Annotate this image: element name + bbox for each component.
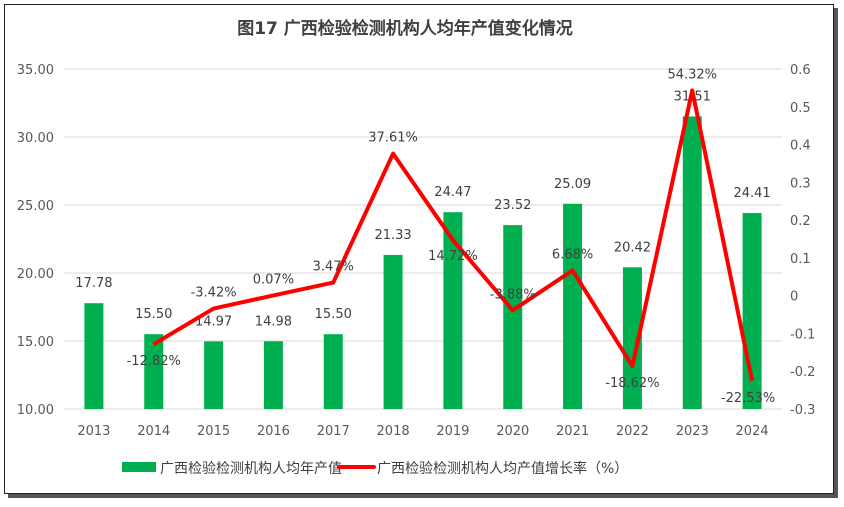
bar <box>443 212 463 409</box>
line-data-label: -18.62% <box>605 376 659 391</box>
bar-data-label: 14.98 <box>255 314 292 329</box>
y-left-tick-label: 10.00 <box>17 403 54 418</box>
bar-data-label: 15.50 <box>315 307 352 322</box>
bar <box>503 225 523 409</box>
y-right-tick-label: -0.3 <box>790 403 815 418</box>
bar-data-label: 23.52 <box>494 198 531 213</box>
bar-data-label: 21.33 <box>374 228 411 243</box>
bar <box>204 341 224 409</box>
x-tick-label: 2014 <box>137 424 170 439</box>
bar-data-label: 15.50 <box>135 307 172 322</box>
x-tick-label: 2019 <box>436 424 469 439</box>
y-right-tick-label: 0.2 <box>790 214 811 229</box>
bar <box>263 341 283 409</box>
bar-data-label: 17.78 <box>75 276 112 291</box>
growth-line <box>152 88 755 382</box>
line-data-label: -12.82% <box>127 354 181 369</box>
y-left-tick-label: 25.00 <box>17 199 54 214</box>
x-tick-label: 2016 <box>257 424 290 439</box>
y-left-tick-label: 30.00 <box>17 131 54 146</box>
bar <box>622 267 642 409</box>
x-tick-label: 2024 <box>736 424 769 439</box>
x-tick-label: 2021 <box>556 424 589 439</box>
line-data-label: 0.07% <box>253 272 294 287</box>
x-tick-label: 2015 <box>197 424 230 439</box>
y-left-tick-label: 20.00 <box>17 267 54 282</box>
bar <box>383 254 403 409</box>
legend-bar-swatch <box>122 462 156 472</box>
line-data-label: 3.47% <box>313 260 354 275</box>
bar-data-label: 14.97 <box>195 314 232 329</box>
chart-title: 图17 广西检验检测机构人均年产值变化情况 <box>237 18 573 39</box>
y-right-tick-label: -0.1 <box>790 327 815 342</box>
x-tick-label: 2022 <box>616 424 649 439</box>
line-data-label: -3.42% <box>191 286 237 301</box>
y-right-tick-label: 0.4 <box>790 139 811 154</box>
y-right-tick-label: 0.1 <box>790 252 811 267</box>
x-tick-label: 2023 <box>676 424 709 439</box>
line-data-label: 6.68% <box>552 247 593 262</box>
x-tick-label: 2017 <box>317 424 350 439</box>
bar <box>563 203 583 409</box>
line-data-label: -22.53% <box>721 391 775 406</box>
line-data-label: 37.61% <box>368 131 418 146</box>
x-tick-label: 2013 <box>77 424 110 439</box>
y-right-tick-label: 0.6 <box>790 63 811 78</box>
line-data-label: -3.88% <box>490 287 536 302</box>
y-left-tick-label: 15.00 <box>17 335 54 350</box>
x-tick-label: 2018 <box>377 424 410 439</box>
line-data-label: 54.32% <box>667 67 717 82</box>
x-tick-label: 2020 <box>496 424 529 439</box>
bar <box>84 303 104 409</box>
bar-data-label: 25.09 <box>554 177 591 192</box>
bar <box>682 116 702 410</box>
line-data-label: 14.72% <box>428 249 478 264</box>
y-right-tick-label: 0.5 <box>790 101 811 116</box>
y-right-tick-label: -0.2 <box>790 365 815 380</box>
legend-line-label: 广西检验检测机构人均产值增长率（%） <box>377 460 628 477</box>
bar-data-label: 24.47 <box>434 185 471 200</box>
y-right-tick-label: 0 <box>790 290 798 305</box>
y-left-tick-label: 35.00 <box>17 63 54 78</box>
bar <box>323 334 343 409</box>
bar <box>144 334 164 409</box>
bar-data-label: 24.41 <box>733 186 770 201</box>
bar-data-label: 20.42 <box>614 240 651 255</box>
legend-bar-label: 广西检验检测机构人均年产值 <box>160 461 342 477</box>
y-right-tick-label: 0.3 <box>790 176 811 191</box>
